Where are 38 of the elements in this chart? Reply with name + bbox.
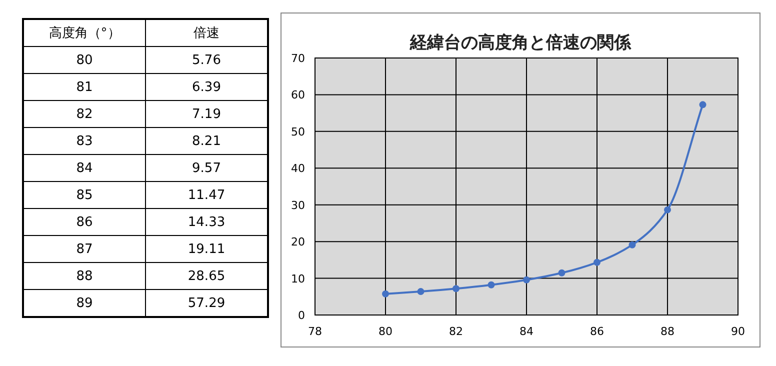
y-tick-label: 83	[23, 128, 146, 154]
y-tick-label: 20	[291, 236, 305, 249]
y-tick-label: 10	[291, 272, 305, 286]
x-tick-label: 88	[660, 325, 674, 338]
y-axis-title: 高度角（°）	[23, 19, 146, 46]
y-tick-label: 84	[23, 154, 146, 182]
y-tick-label: 0	[298, 309, 305, 322]
data-label: 9.57	[146, 154, 268, 182]
x-tick-label: 78	[308, 325, 322, 338]
y-tick-label: 82	[23, 100, 146, 128]
y-tick-label: 30	[291, 198, 305, 212]
x-tick-label: 90	[731, 325, 745, 338]
x-tick-label: 倍速	[146, 19, 268, 46]
x-tick-label: 86	[590, 325, 604, 338]
y-tick-label: 80	[23, 46, 146, 74]
x-tick-label: 80	[378, 325, 392, 338]
y-tick-label: 60	[291, 88, 305, 102]
y-tick-label: 88	[23, 262, 146, 290]
y-tick-label: 81	[23, 74, 146, 100]
y-tick-label: 89	[23, 290, 146, 317]
data-label: 19.11	[146, 236, 268, 262]
chart-title: 経緯台の高度角と倍速の関係	[409, 33, 632, 53]
y-tick-label: 85	[23, 182, 146, 208]
data-label: 57.29	[146, 290, 268, 317]
data-label: 5.76	[146, 46, 268, 74]
y-tick-label: 40	[291, 162, 305, 176]
data-label: 8.21	[146, 128, 268, 154]
x-tick-label: 82	[449, 325, 463, 338]
data-label: 28.65	[146, 262, 268, 290]
data-label: 14.33	[146, 208, 268, 236]
x-tick-label: 84	[520, 325, 534, 338]
data-label: 11.47	[146, 182, 268, 208]
y-tick-label: 87	[23, 236, 146, 262]
data-label: 7.19	[146, 100, 268, 128]
y-tick-label: 70	[291, 52, 305, 65]
y-tick-label: 86	[23, 208, 146, 236]
data-label: 6.39	[146, 74, 268, 100]
y-tick-label: 50	[291, 125, 305, 138]
